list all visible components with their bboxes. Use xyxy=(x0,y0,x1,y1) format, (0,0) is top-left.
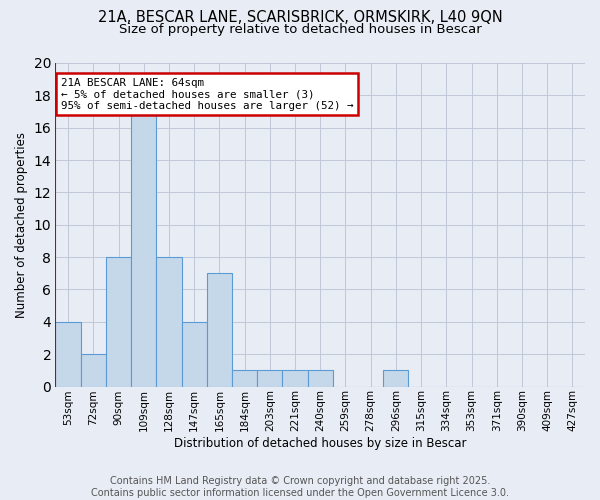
Text: Size of property relative to detached houses in Bescar: Size of property relative to detached ho… xyxy=(119,22,481,36)
Y-axis label: Number of detached properties: Number of detached properties xyxy=(15,132,28,318)
Bar xyxy=(55,322,80,386)
Bar xyxy=(257,370,283,386)
Bar xyxy=(131,79,157,386)
X-axis label: Distribution of detached houses by size in Bescar: Distribution of detached houses by size … xyxy=(174,437,466,450)
Text: 21A BESCAR LANE: 64sqm
← 5% of detached houses are smaller (3)
95% of semi-detac: 21A BESCAR LANE: 64sqm ← 5% of detached … xyxy=(61,78,353,111)
Bar xyxy=(157,257,182,386)
Bar xyxy=(232,370,257,386)
Bar xyxy=(207,274,232,386)
Bar xyxy=(106,257,131,386)
Bar xyxy=(308,370,333,386)
Bar xyxy=(283,370,308,386)
Bar xyxy=(182,322,207,386)
Bar xyxy=(383,370,409,386)
Text: 21A, BESCAR LANE, SCARISBRICK, ORMSKIRK, L40 9QN: 21A, BESCAR LANE, SCARISBRICK, ORMSKIRK,… xyxy=(98,10,502,25)
Bar xyxy=(80,354,106,386)
Text: Contains HM Land Registry data © Crown copyright and database right 2025.
Contai: Contains HM Land Registry data © Crown c… xyxy=(91,476,509,498)
